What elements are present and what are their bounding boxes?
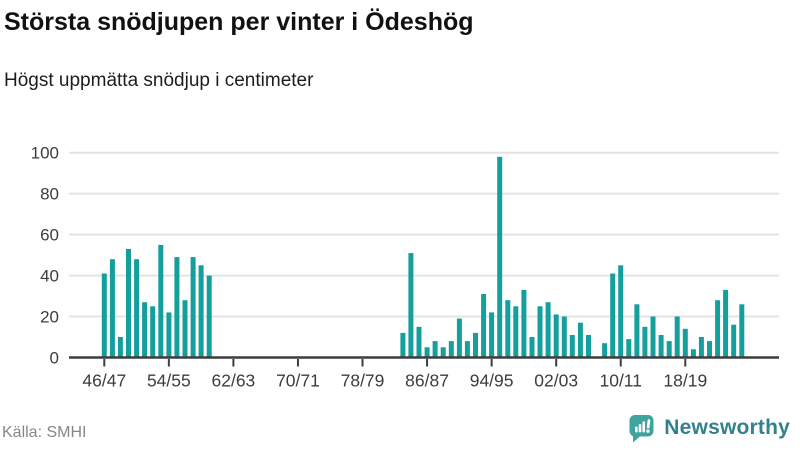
bar-85/86 <box>416 326 422 358</box>
x-tick-label: 10/11 <box>599 371 642 391</box>
logo-bar-medium <box>638 424 642 433</box>
bar-96/97 <box>505 300 511 358</box>
bar-91/92 <box>464 341 470 358</box>
page-title: Största snödjupen per vinter i Ödeshög <box>4 8 474 36</box>
y-tick-label: 0 <box>50 349 59 368</box>
bar-83/84 <box>400 332 406 358</box>
bar-89/90 <box>448 341 454 358</box>
newsworthy-logo[interactable]: Newsworthy <box>626 412 790 443</box>
logo-exclamation-stem <box>647 419 651 429</box>
bar-94/95 <box>489 312 495 358</box>
bar-49/50 <box>126 249 131 358</box>
bar-25/26 <box>739 304 745 358</box>
bar-15/16 <box>658 335 664 358</box>
bar-22/23 <box>715 300 721 358</box>
bar-92/93 <box>473 332 478 358</box>
bar-84/85 <box>408 253 414 358</box>
bar-00/01 <box>537 306 543 358</box>
bar-46/47 <box>101 273 107 358</box>
x-tick-label: 54/55 <box>147 371 191 391</box>
bar-90/91 <box>456 318 462 358</box>
logo-exclamation-dot <box>646 429 650 433</box>
bar-01/02 <box>545 302 551 358</box>
bar-21/22 <box>707 341 712 358</box>
bar-52/53 <box>150 306 156 358</box>
bar-10/11 <box>618 265 624 358</box>
bar-57/58 <box>190 257 196 358</box>
bar-48/49 <box>117 337 123 358</box>
x-tick-label: 46/47 <box>82 371 126 391</box>
x-tick-label: 70/71 <box>276 371 320 391</box>
bar-24/25 <box>731 324 737 358</box>
bar-58/59 <box>198 265 204 358</box>
bar-47/48 <box>109 259 115 358</box>
bar-50/51 <box>134 259 140 358</box>
y-tick-label: 80 <box>40 185 59 204</box>
x-tick-label: 94/95 <box>470 371 514 391</box>
y-tick-label: 60 <box>40 226 59 245</box>
bar-03/04 <box>561 316 567 358</box>
bar-93/94 <box>481 294 487 358</box>
logo-bar-small <box>635 426 638 433</box>
bar-02/03 <box>553 314 559 358</box>
snow-depth-bar-chart: 0 20 40 60 80 100 46/47 54/55 62/63 70/71 78/79 86/… <box>31 144 779 391</box>
bar-53/54 <box>158 244 164 358</box>
x-tick-label: 18/19 <box>663 371 707 391</box>
page-subtitle: Högst uppmätta snödjup i centimeter <box>4 70 314 91</box>
bar-06/07 <box>586 335 591 358</box>
bar-95/96 <box>497 156 503 358</box>
bar-12/13 <box>634 304 640 358</box>
y-tick-label: 40 <box>40 267 59 286</box>
bar-05/06 <box>577 322 583 358</box>
x-tick-label: 62/63 <box>212 371 256 391</box>
source-label: Källa: SMHI <box>2 424 87 441</box>
bar-19/20 <box>690 349 696 358</box>
bar-55/56 <box>174 257 180 358</box>
bar-11/12 <box>626 339 632 358</box>
chart-speech-bubble-icon <box>629 415 654 443</box>
bar-97/98 <box>513 306 519 358</box>
y-tick-label: 100 <box>31 144 59 163</box>
bar-98/99 <box>521 289 527 358</box>
x-tick-label: 78/79 <box>341 371 385 391</box>
bar-08/09 <box>602 343 608 358</box>
bar-99/00 <box>529 337 535 358</box>
logo-bar-tall <box>642 421 646 433</box>
bar-88/89 <box>440 347 446 358</box>
bar-59/60 <box>206 275 212 358</box>
bar-09/10 <box>610 273 616 358</box>
x-tick-label: 02/03 <box>534 371 578 391</box>
bar-04/05 <box>569 335 575 358</box>
bar-17/18 <box>674 316 680 358</box>
bar-54/55 <box>166 312 172 358</box>
y-tick-label: 20 <box>40 308 59 327</box>
newsworthy-brand-text: Newsworthy <box>664 415 790 439</box>
bar-87/88 <box>432 341 438 358</box>
bar-16/17 <box>666 341 672 358</box>
bar-14/15 <box>650 316 656 358</box>
bar-20/21 <box>698 337 704 358</box>
bar-86/87 <box>424 347 430 358</box>
bar-51/52 <box>142 302 148 358</box>
bar-56/57 <box>182 300 188 358</box>
bar-18/19 <box>682 328 688 358</box>
x-tick-label: 86/87 <box>405 371 449 391</box>
bar-13/14 <box>642 326 648 358</box>
bar-23/24 <box>723 289 729 358</box>
